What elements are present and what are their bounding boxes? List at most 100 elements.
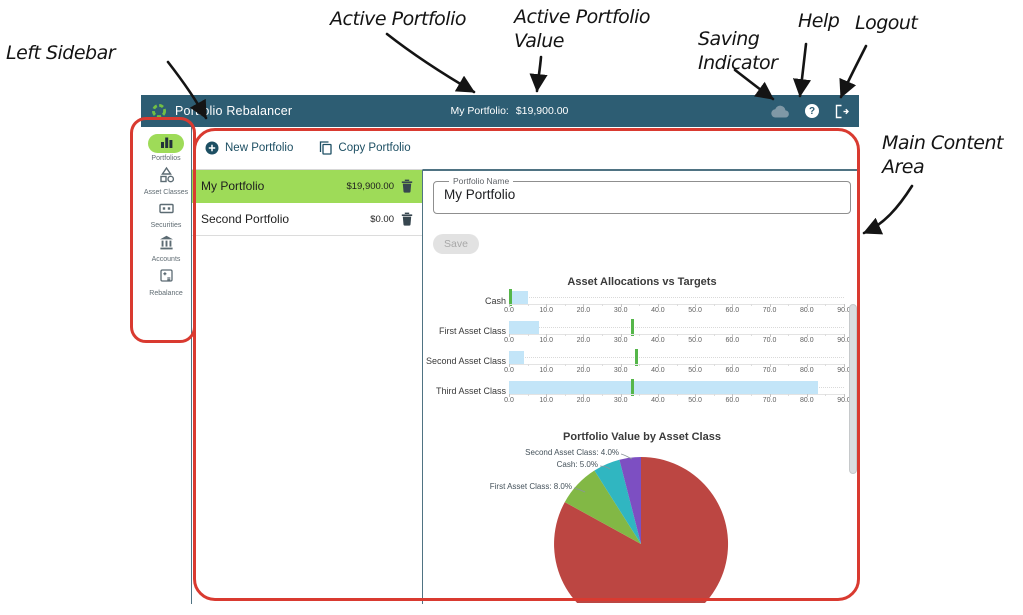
axis-tick-label: 70.0 [762,337,777,344]
annotation-active-portfolio: Active Portfolio [330,8,466,30]
arrow-main-content [862,184,914,235]
axis-tick-label: 60.0 [725,367,740,374]
allocation-bar [509,381,818,394]
sidebar-item-portfolios[interactable]: Portfolios [141,134,191,163]
sidebar-item-label: Securities [150,222,182,230]
annotation-logout: Logout [855,12,918,34]
axis-tick-label: 20.0 [576,337,591,344]
axis-tick-label: 80.0 [799,397,814,404]
axis-tick-label: 50.0 [688,337,702,344]
pie-callout-label: Second Asset Class: 4.0% [525,448,619,457]
pie-slice-second-asset-class [619,456,641,544]
pie-slice-cash [594,459,641,544]
target-marker [630,319,634,336]
axis-tick-label: 50.0 [688,307,702,314]
target-marker [634,349,638,366]
axis-tick-label: 40.0 [651,337,665,344]
new-portfolio-button[interactable]: New Portfolio [205,141,293,155]
portfolio-row-name: My Portfolio [201,179,265,193]
bar-chart-title: Asset Allocations vs Targets [567,276,717,288]
sidebar-item-label: Rebalance [149,289,183,297]
target-marker [509,289,512,306]
bar-chart-row: Second Asset Class 0.0 10.0 20.0 30.0 40.0 50.… [426,349,851,379]
bar-chart-row: First Asset Class 0.0 10.0 20.0 30.0 40.0 50.0… [433,319,851,349]
portfolio-row-value: $19,900.00 [346,180,394,192]
axis-tick-label: 30.0 [613,307,628,314]
active-portfolio-display: My Portfolio: $19,900.00 [450,95,568,127]
portfolio-pie-chart: Portfolio Value by Asset Class First Ass… [433,431,851,603]
delete-portfolio-button[interactable] [401,179,413,193]
axis-tick-label: 0.0 [504,367,514,374]
axis-tick-label: 90.0 [837,337,851,344]
active-portfolio-value: $19,900.00 [515,105,569,117]
arrow-active-portfolio-value [529,55,548,93]
trash-icon [401,179,413,193]
left-sidebar: Portfolios Asset Classes Securities Account… [141,127,192,604]
portfolio-name-field[interactable]: Portfolio Name My Portfolio [433,176,851,214]
sidebar-item-accounts[interactable]: Accounts [141,235,191,264]
delete-portfolio-button[interactable] [401,212,413,226]
trash-icon [401,212,413,226]
plus-circle-icon [205,141,219,155]
logout-button[interactable] [834,104,849,119]
help-button[interactable]: ? [805,104,819,118]
axis-tick-label: 30.0 [613,337,628,344]
axis-tick-label: 90.0 [837,397,851,404]
bar-category-label: Cash [484,296,506,306]
bar-category-label: Third Asset Class [435,386,506,396]
axis-tick-label: 20.0 [576,397,591,404]
sidebar-item-rebalance[interactable]: Rebalance [141,269,191,298]
allocations-bar-chart: Asset Allocations vs Targets Cash 0.0 10.0… [426,276,851,409]
pie-slice-third-asset-class [554,457,729,603]
portfolio-row-value: $0.00 [370,213,394,225]
sidebar-item-securities[interactable]: Securities [141,201,191,230]
axis-tick-label: 60.0 [725,337,740,344]
axis-tick-label: 20.0 [576,367,591,374]
axis-tick-label: 90.0 [837,367,851,374]
portfolio-list: My Portfolio $19,900.00 Second Portfolio $0… [192,169,423,604]
pie-area: First Asset Class: 8.0% Cash: 5.0% Second … [433,446,851,603]
app-window: Portfolio Rebalancer My Portfolio: $19,9… [141,95,859,604]
annotation-saving-indicator: Saving Indicator [698,28,778,74]
axis-tick-label: 0.0 [504,307,514,314]
axis-tick-label: 40.0 [651,367,665,374]
portfolio-row[interactable]: My Portfolio $19,900.00 [192,170,422,203]
axis-tick-label: 30.0 [613,367,628,374]
axis-tick-label: 10.0 [539,397,553,404]
axis-tick-label: 20.0 [576,307,591,314]
copy-portfolio-button[interactable]: Copy Portfolio [319,141,411,155]
sidebar-item-label: Portfolios [151,155,181,162]
pie-svg [554,453,729,603]
axis-tick-label: 80.0 [799,337,814,344]
category-icon [158,166,175,188]
portfolio-detail-panel: Portfolio Name My Portfolio Save Asset A… [423,169,859,604]
sidebar-item-label: Asset Classes [143,188,189,196]
calculator-icon [158,267,175,289]
active-portfolio-label: My Portfolio: [450,105,509,117]
scrollbar[interactable] [849,304,857,474]
portfolio-row[interactable]: Second Portfolio $0.00 [192,203,422,236]
annotation-left-sidebar: Left Sidebar [6,42,116,64]
portfolio-toolbar: New Portfolio Copy Portfolio [192,127,859,169]
bank-icon [158,234,175,256]
pie-callout-label: First Asset Class: 8.0% [489,482,572,491]
axis-tick-label: 60.0 [725,397,740,404]
axis-tick-label: 70.0 [762,397,777,404]
save-button[interactable]: Save [433,234,479,254]
axis-tick-label: 10.0 [539,337,553,344]
axis-tick-label: 80.0 [799,367,814,374]
sidebar-item-asset-classes[interactable]: Asset Classes [141,166,191,197]
axis-tick-label: 60.0 [725,307,740,314]
allocation-bar [509,321,539,334]
annotation-active-portfolio-value: Active Portfolio Value [514,6,650,52]
axis-tick-label: 10.0 [539,307,553,314]
logo-ring-icon [151,103,167,119]
bar-chart-icon [158,134,175,154]
app-title: Portfolio Rebalancer [175,104,293,118]
portfolio-name-field-value[interactable]: My Portfolio [444,187,516,202]
portfolio-row-name: Second Portfolio [201,212,290,226]
bar-category-label: First Asset Class [438,326,506,336]
target-marker [630,379,634,396]
allocation-bar [509,351,524,364]
